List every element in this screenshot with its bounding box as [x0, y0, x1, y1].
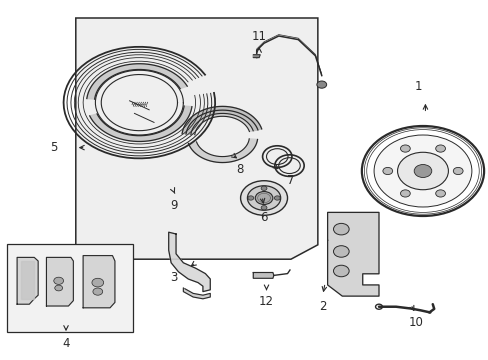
Circle shape	[333, 223, 348, 235]
Polygon shape	[327, 212, 378, 296]
Circle shape	[413, 165, 431, 177]
Polygon shape	[17, 257, 38, 304]
Polygon shape	[253, 55, 260, 58]
Polygon shape	[46, 257, 73, 306]
Circle shape	[92, 278, 103, 287]
Circle shape	[452, 167, 462, 175]
Text: 3: 3	[169, 271, 177, 284]
Circle shape	[55, 285, 62, 291]
Text: 12: 12	[259, 295, 273, 308]
Text: 11: 11	[251, 30, 266, 42]
Polygon shape	[183, 288, 210, 299]
Polygon shape	[188, 139, 257, 163]
Text: 10: 10	[407, 316, 422, 329]
Circle shape	[54, 277, 63, 284]
Polygon shape	[76, 18, 317, 259]
Circle shape	[316, 81, 326, 88]
Circle shape	[435, 190, 445, 197]
Circle shape	[274, 196, 280, 200]
Text: 1: 1	[413, 80, 421, 93]
Circle shape	[255, 192, 272, 204]
Circle shape	[435, 145, 445, 152]
Circle shape	[382, 167, 392, 175]
Text: 5: 5	[50, 141, 58, 154]
Text: 2: 2	[318, 300, 326, 313]
Circle shape	[400, 145, 409, 152]
Circle shape	[247, 186, 280, 210]
FancyBboxPatch shape	[7, 244, 133, 332]
Circle shape	[333, 246, 348, 257]
Polygon shape	[182, 107, 261, 134]
Polygon shape	[185, 110, 257, 135]
Circle shape	[93, 288, 102, 295]
Polygon shape	[253, 273, 273, 278]
Circle shape	[261, 206, 266, 210]
Circle shape	[333, 265, 348, 277]
Text: 9: 9	[169, 199, 177, 212]
Text: 8: 8	[235, 163, 243, 176]
Polygon shape	[168, 232, 210, 292]
Polygon shape	[20, 261, 34, 299]
Circle shape	[247, 196, 253, 200]
Circle shape	[397, 152, 447, 190]
Circle shape	[400, 190, 409, 197]
Polygon shape	[87, 64, 187, 99]
Text: 4: 4	[62, 337, 70, 350]
Text: 7: 7	[286, 174, 294, 186]
Polygon shape	[90, 106, 191, 141]
Circle shape	[261, 186, 266, 190]
Circle shape	[240, 181, 287, 215]
Polygon shape	[83, 256, 115, 308]
Circle shape	[373, 135, 471, 207]
Text: 6: 6	[260, 211, 267, 224]
